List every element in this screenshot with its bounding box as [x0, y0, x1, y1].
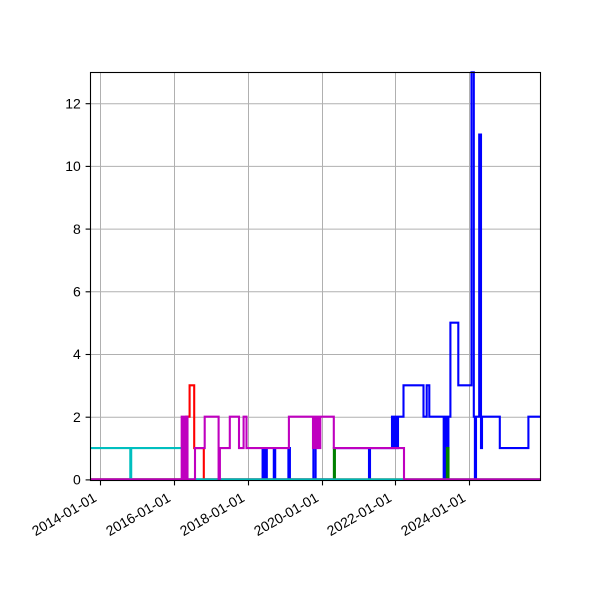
svg-text:2022-01-01: 2022-01-01 — [324, 489, 394, 539]
svg-text:6: 6 — [73, 284, 81, 300]
svg-text:2020-01-01: 2020-01-01 — [251, 489, 321, 539]
svg-text:4: 4 — [73, 346, 81, 362]
svg-text:2014-01-01: 2014-01-01 — [29, 489, 99, 539]
svg-text:2: 2 — [73, 409, 81, 425]
svg-text:10: 10 — [65, 158, 81, 174]
svg-text:2016-01-01: 2016-01-01 — [103, 489, 173, 539]
svg-text:8: 8 — [73, 221, 81, 237]
svg-text:12: 12 — [65, 95, 81, 111]
svg-text:0: 0 — [73, 472, 81, 488]
svg-text:2018-01-01: 2018-01-01 — [177, 489, 247, 539]
svg-text:2024-01-01: 2024-01-01 — [398, 489, 468, 539]
